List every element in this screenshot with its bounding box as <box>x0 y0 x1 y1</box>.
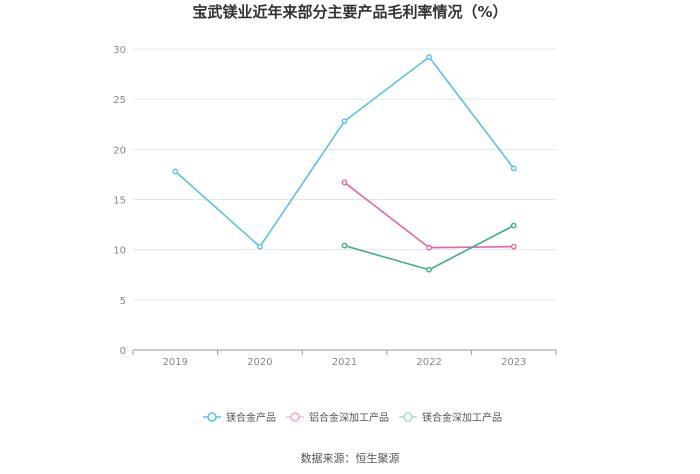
x-tick-label: 2019 <box>163 357 188 368</box>
legend-item[interactable]: 镁合金产品 <box>203 411 276 424</box>
y-tick-label: 10 <box>113 246 126 257</box>
series-line <box>174 56 515 248</box>
y-tick-label: 0 <box>120 346 126 357</box>
legend-swatch-marker <box>403 412 413 422</box>
data-point[interactable] <box>510 165 517 172</box>
data-point[interactable] <box>510 243 517 250</box>
data-point[interactable] <box>426 54 432 60</box>
data-point[interactable] <box>172 168 179 175</box>
series-line <box>344 181 514 249</box>
data-point[interactable] <box>341 179 348 186</box>
source-note: 数据来源：恒生聚源 <box>301 451 400 465</box>
chart-title: 宝武镁业近年来部分主要产品毛利率情况（%） <box>192 3 507 21</box>
y-tick-label: 25 <box>113 95 126 106</box>
data-point[interactable] <box>341 242 348 249</box>
y-tick-label: 30 <box>113 45 126 56</box>
legend-item[interactable]: 铝合金深加工产品 <box>286 411 389 424</box>
y-tick-label: 15 <box>113 196 126 207</box>
data-point[interactable] <box>510 222 517 229</box>
grid-lines <box>133 48 556 301</box>
series-group <box>341 179 517 251</box>
y-tick-label: 20 <box>113 145 126 156</box>
legend: 镁合金产品 铝合金深加工产品 镁合金深加工产品 <box>203 411 502 424</box>
x-tick-label: 2022 <box>416 357 441 368</box>
legend-item[interactable]: 镁合金深加工产品 <box>399 411 502 424</box>
series-group <box>341 222 517 273</box>
x-tick-label: 2021 <box>332 357 357 368</box>
data-point[interactable] <box>256 243 263 250</box>
series-group <box>172 54 517 250</box>
series-layer <box>172 54 517 273</box>
legend-label: 镁合金产品 <box>226 411 276 424</box>
legend-label: 镁合金深加工产品 <box>422 411 502 424</box>
legend-swatch-marker <box>207 412 217 422</box>
x-tick-label: 2023 <box>501 357 526 368</box>
data-point[interactable] <box>341 118 348 125</box>
legend-label: 铝合金深加工产品 <box>309 411 389 424</box>
data-point[interactable] <box>426 266 432 273</box>
x-tick-label: 2020 <box>247 357 272 368</box>
data-point[interactable] <box>426 244 432 251</box>
legend-swatch-marker <box>290 412 300 422</box>
y-tick-label: 5 <box>120 296 126 307</box>
axes: 0 5 10 15 20 25 30 2019 2020 2021 2022 2023 <box>113 45 557 368</box>
